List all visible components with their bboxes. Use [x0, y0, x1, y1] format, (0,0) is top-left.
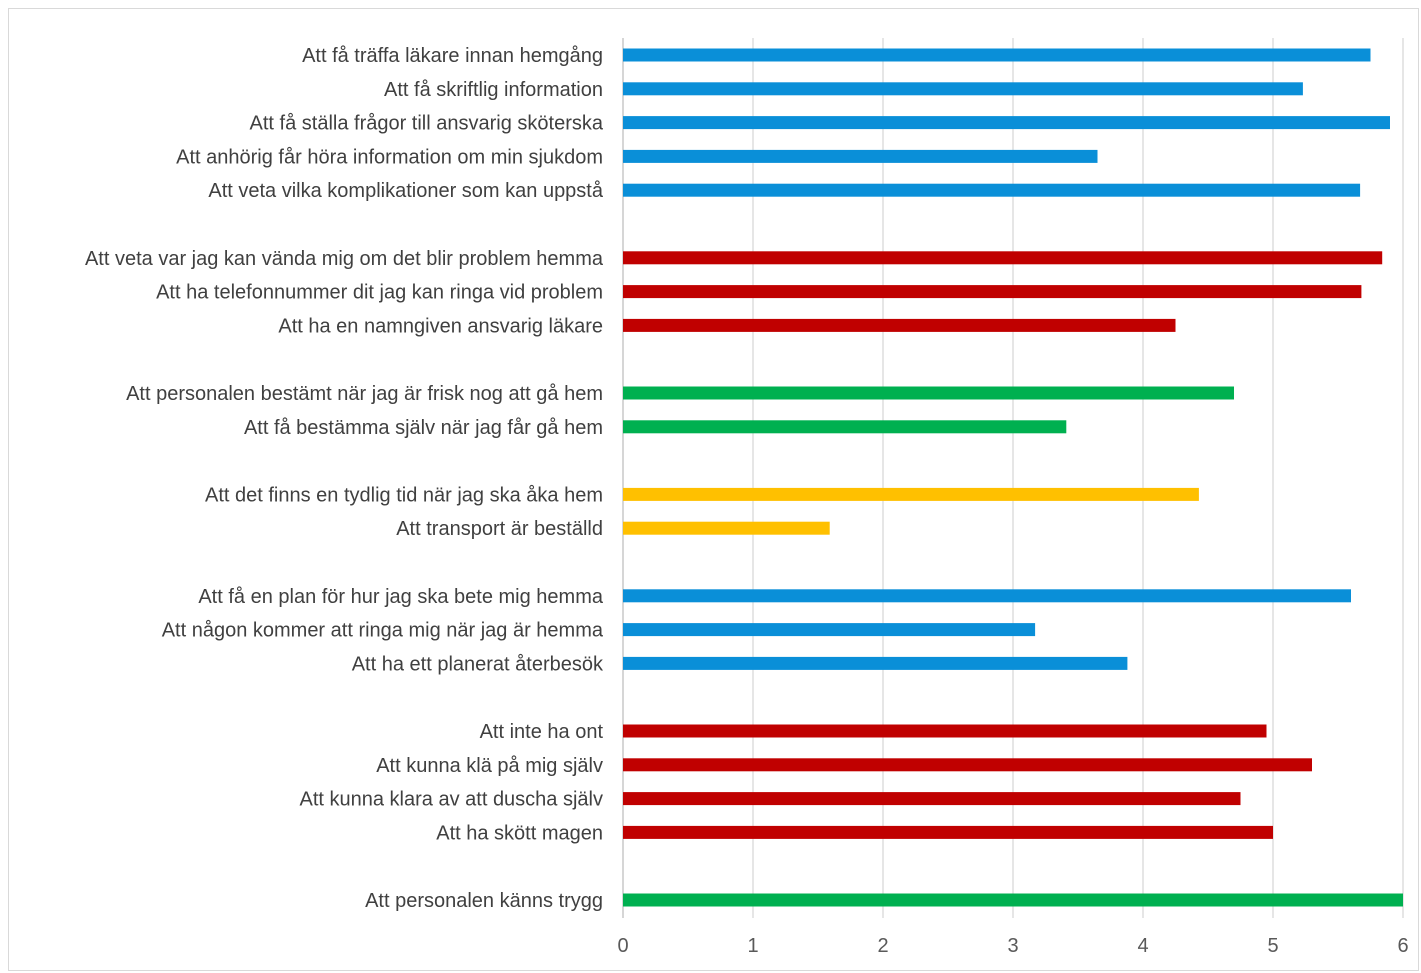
bar [623, 285, 1362, 299]
x-axis-ticks: 0 1 2 3 4 5 6 [617, 935, 1408, 957]
bar [623, 623, 1036, 637]
category-label: Att personalen känns trygg [365, 890, 603, 912]
x-tick-label: 0 [617, 935, 628, 957]
x-tick-label: 2 [877, 935, 888, 957]
x-tick-label: 6 [1397, 935, 1408, 957]
x-tick-label: 1 [747, 935, 758, 957]
x-tick-label: 3 [1007, 935, 1018, 957]
category-label: Att personalen bestämt när jag är frisk … [126, 383, 603, 405]
category-label: Att få skriftlig information [384, 79, 603, 101]
category-label: Att ha skött magen [436, 822, 603, 844]
bar [623, 487, 1199, 501]
bar [623, 386, 1234, 400]
bar [623, 825, 1273, 839]
category-label: Att ha en namngiven ansvarig läkare [278, 315, 603, 337]
bar [623, 149, 1098, 163]
bar [623, 318, 1176, 332]
category-label: Att veta var jag kan vända mig om det bl… [85, 248, 604, 270]
category-label: Att veta vilka komplikationer som kan up… [208, 180, 604, 202]
gridlines [622, 38, 1404, 918]
bar [623, 758, 1312, 772]
category-label: Att ha ett planerat återbesök [352, 653, 604, 675]
bar [623, 420, 1067, 434]
category-label: Att få en plan för hur jag ska bete mig … [198, 586, 604, 608]
category-label: Att kunna klä på mig själv [376, 755, 603, 777]
category-label: Att få bestämma själv när jag får gå hem [244, 417, 603, 439]
bar [623, 521, 830, 535]
bar [623, 48, 1371, 62]
bar [623, 183, 1361, 197]
category-label: Att kunna klara av att duscha själv [300, 789, 604, 811]
bar [623, 724, 1267, 738]
bar [623, 893, 1403, 907]
bar [623, 589, 1351, 603]
category-label: Att någon kommer att ringa mig när jag ä… [162, 620, 604, 642]
category-label: Att det finns en tydlig tid när jag ska … [205, 484, 603, 506]
category-label: Att ha telefonnummer dit jag kan ringa v… [156, 282, 603, 304]
category-label: Att anhörig får höra information om min … [176, 146, 603, 168]
category-label: Att transport är beställd [396, 518, 603, 540]
x-tick-label: 4 [1137, 935, 1148, 957]
category-labels: Att få träffa läkare innan hemgång Att få… [85, 45, 604, 912]
category-label: Att få träffa läkare innan hemgång [302, 45, 603, 67]
bar [623, 792, 1241, 806]
category-label: Att få ställa frågor till ansvarig sköte… [250, 113, 604, 135]
bar [623, 251, 1383, 265]
bars [623, 48, 1403, 907]
category-label: Att inte ha ont [480, 721, 604, 743]
x-tick-label: 5 [1267, 935, 1278, 957]
bar [623, 116, 1390, 130]
bar [623, 82, 1303, 96]
bar [623, 656, 1128, 670]
